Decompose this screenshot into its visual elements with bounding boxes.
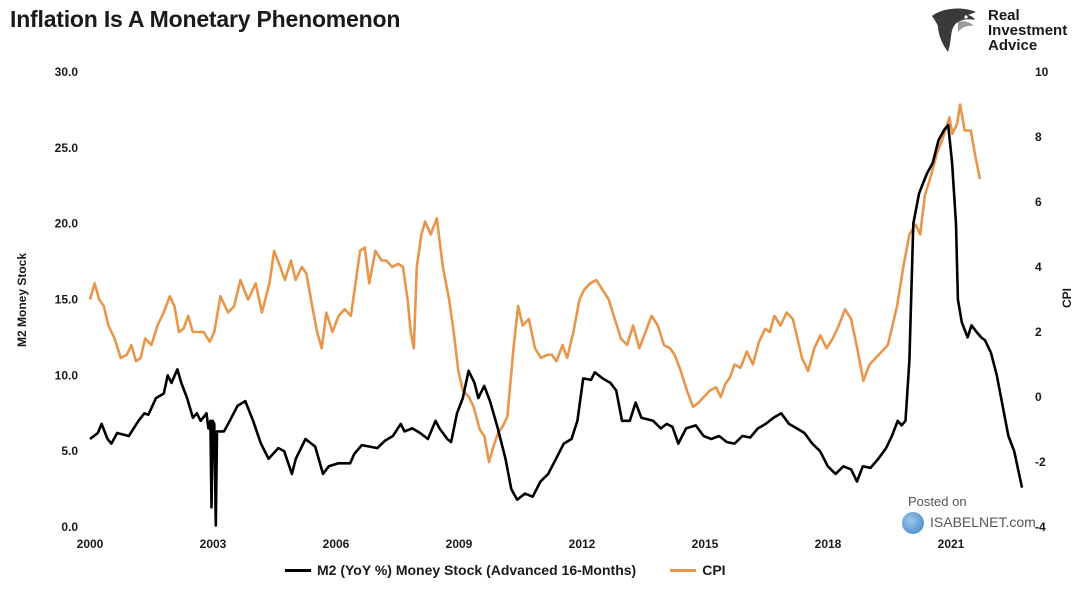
y-left-tick-label: 15.0 [55, 293, 79, 307]
watermark-site: ISABELNET.com [930, 514, 1036, 530]
x-tick-label: 2000 [77, 537, 104, 551]
y-right-tick-label: 8 [1035, 130, 1042, 144]
x-tick-label: 2006 [323, 537, 350, 551]
y-right-tick-label: 6 [1035, 195, 1042, 209]
legend-label-cpi: CPI [702, 562, 726, 578]
y-left-tick-label: 10.0 [55, 368, 79, 382]
y-right-tick-label: 0 [1035, 390, 1042, 404]
y-left-tick-label: 0.0 [61, 520, 78, 534]
y-left-tick-label: 30.0 [55, 65, 79, 79]
watermark-posted-on: Posted on [908, 494, 967, 509]
legend-item-cpi: CPI [670, 562, 726, 578]
x-tick-label: 2015 [692, 537, 719, 551]
brand-line-2: Investment [988, 22, 1068, 39]
y-right-tick-label: 4 [1035, 260, 1042, 274]
x-tick-label: 2003 [200, 537, 227, 551]
legend-item-m2: M2 (YoY %) Money Stock (Advanced 16-Mont… [285, 562, 636, 578]
legend-label-m2: M2 (YoY %) Money Stock (Advanced 16-Mont… [317, 562, 637, 578]
legend-swatch-m2 [285, 568, 311, 572]
chart-title: Inflation Is A Monetary Phenomenon [10, 6, 401, 32]
globe-icon [902, 512, 924, 534]
x-tick-label: 2012 [569, 537, 596, 551]
x-tick-label: 2018 [815, 537, 842, 551]
watermark: Posted on ISABELNET.com [902, 494, 1052, 538]
x-tick-label: 2009 [446, 537, 473, 551]
y-right-tick-label: -4 [1035, 520, 1046, 534]
y-left-tick-label: 20.0 [55, 217, 79, 231]
y-left-tick-label: 5.0 [61, 444, 78, 458]
y-left-tick-label: 25.0 [55, 141, 79, 155]
eagle-head-icon [932, 8, 976, 52]
brand-logo: Real Investment Advice [928, 6, 1088, 58]
series-line-cpi [88, 103, 982, 464]
legend-swatch-cpi [670, 568, 697, 572]
y-right-tick-label: 2 [1035, 325, 1042, 339]
y-right-tick-label: -2 [1035, 455, 1046, 469]
series-line-m2 [89, 123, 1024, 527]
chart-legend: M2 (YoY %) Money Stock (Advanced 16-Mont… [285, 560, 760, 580]
brand-line-3: Advice [988, 37, 1038, 54]
y-right-tick-label: 10 [1035, 65, 1049, 79]
brand-line-1: Real [988, 7, 1020, 24]
x-tick-label: 2021 [938, 537, 965, 551]
